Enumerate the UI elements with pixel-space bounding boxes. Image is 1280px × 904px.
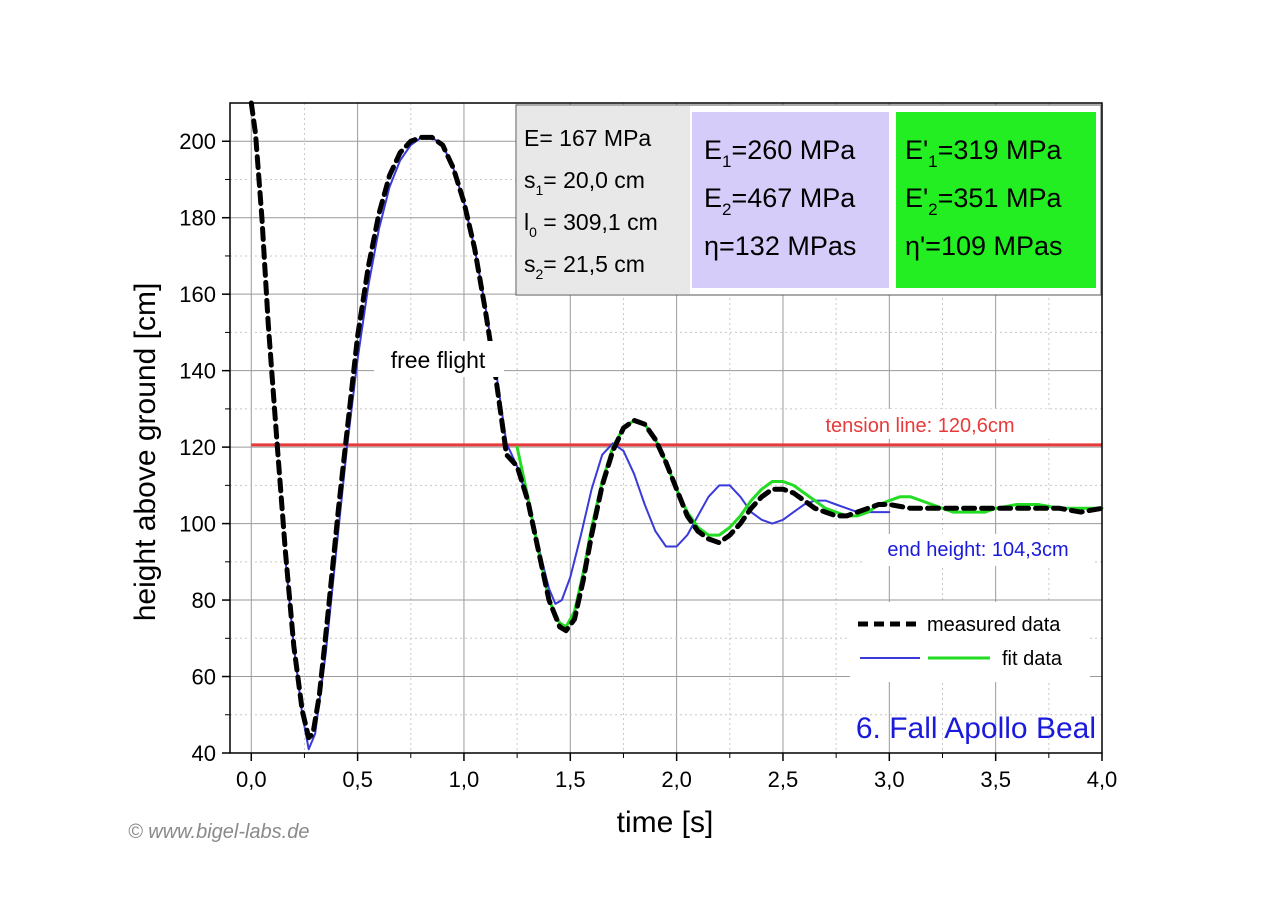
param-green-2: η'=109 MPas [905, 231, 1063, 261]
y-tick-label: 140 [179, 359, 216, 384]
param-gray-0: E= 167 MPa [524, 125, 651, 151]
param-gray-3: s2= 21,5 cm [524, 251, 645, 282]
param-green-1: E'2=351 MPa [905, 183, 1062, 219]
y-tick-label: 180 [179, 206, 216, 231]
x-tick-label: 1,5 [555, 767, 586, 792]
param-gray-1: s1= 20,0 cm [524, 167, 645, 198]
legend: measured data fit data [850, 602, 1090, 682]
params-green-panel [896, 112, 1096, 288]
x-tick-label: 2,0 [661, 767, 692, 792]
params-purple-panel [692, 112, 889, 288]
x-tick-label: 1,0 [449, 767, 480, 792]
svg-text:tension line: 120,6cm: tension line: 120,6cm [825, 415, 1014, 437]
x-tick-label: 2,5 [768, 767, 799, 792]
series-measured-line [248, 100, 1105, 741]
y-tick-label: 100 [179, 512, 216, 537]
x-tick-label: 4,0 [1087, 767, 1118, 792]
y-tick-label: 40 [192, 741, 216, 766]
y-tick-label: 200 [179, 129, 216, 154]
tension-line-label: tension line: 120,6cm [800, 409, 1050, 439]
series-fit-green-line [515, 418, 1104, 629]
param-purple-2: η=132 MPas [704, 231, 856, 261]
y-tick-label: 120 [179, 435, 216, 460]
param-green-0: E'1=319 MPa [905, 135, 1062, 171]
axis-ticks: 0,0 0,5 1,0 1,5 2,0 2,5 3,0 3,5 4,0 40 60 80 100 120 1… [179, 129, 1117, 792]
plot-data [248, 100, 1105, 751]
x-axis-title: time [s] [617, 806, 714, 839]
svg-text:end height: 104,3cm: end height: 104,3cm [887, 539, 1068, 561]
params-gray-panel [517, 106, 690, 294]
param-gray-2: l0 = 309,1 cm [524, 209, 658, 240]
x-tick-label: 0,5 [342, 767, 373, 792]
chart-title: 6. Fall Apollo Beal [856, 712, 1096, 745]
x-tick-label: 3,0 [874, 767, 905, 792]
series-fit-blue-line [284, 136, 891, 751]
plot-frame [229, 102, 1103, 754]
param-purple-0: E1=260 MPa [704, 135, 856, 171]
parameters-box: E= 167 MPa s1= 20,0 cm l0 = 309,1 cm s2= 21… [515, 104, 1102, 296]
y-tick-label: 80 [192, 588, 216, 613]
end-height-label: end height: 104,3cm [862, 534, 1094, 566]
y-axis-title: height above ground [cm] [129, 283, 162, 622]
x-tick-label: 3,5 [980, 767, 1011, 792]
y-tick-label: 60 [192, 665, 216, 690]
legend-fit-label: fit data [1002, 648, 1063, 670]
free-flight-label: free flight [374, 341, 504, 377]
param-purple-1: E2=467 MPa [704, 183, 856, 219]
legend-measured-label: measured data [927, 614, 1061, 636]
y-tick-label: 160 [179, 282, 216, 307]
x-tick-label: 0,0 [236, 767, 267, 792]
svg-text:free flight: free flight [391, 347, 486, 373]
credit-text: © www.bigel-labs.de [128, 821, 309, 843]
